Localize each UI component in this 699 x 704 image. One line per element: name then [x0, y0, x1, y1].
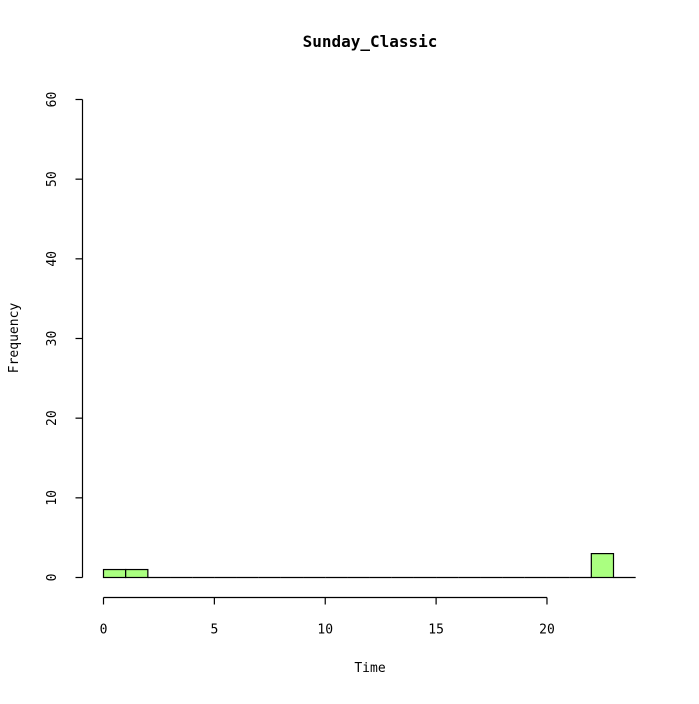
y-tick-label: 10	[45, 490, 60, 506]
histogram-bar	[125, 568, 149, 579]
x-tick-label: 15	[428, 623, 444, 638]
y-tick-label: 60	[45, 92, 60, 108]
y-tick-label: 0	[45, 574, 60, 582]
x-axis-label: Time	[354, 661, 385, 676]
y-tick-label: 30	[45, 331, 60, 347]
histogram-bar	[102, 568, 127, 579]
histogram-bar	[590, 552, 615, 579]
x-axis: 0 5 10 15 20	[100, 596, 555, 638]
y-axis: 0 10 20 30 40 50 60	[45, 92, 84, 582]
x-tick-label: 5	[210, 623, 218, 638]
x-tick-label: 20	[539, 623, 555, 638]
y-axis-label: Frequency	[7, 303, 22, 374]
y-tick-label: 20	[45, 410, 60, 426]
x-tick-label: 10	[317, 623, 333, 638]
y-tick-label: 50	[45, 171, 60, 187]
bars-layer	[102, 552, 636, 579]
x-tick-label: 0	[100, 623, 108, 638]
chart-title: Sunday_Classic	[303, 32, 438, 51]
y-tick-label: 40	[45, 251, 60, 267]
